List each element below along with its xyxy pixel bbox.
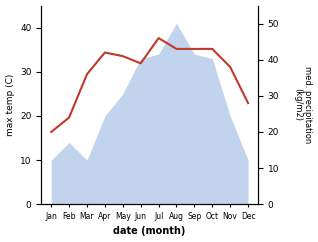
Y-axis label: max temp (C): max temp (C) — [5, 74, 15, 136]
X-axis label: date (month): date (month) — [114, 227, 186, 236]
Y-axis label: med. precipitation
(kg/m2): med. precipitation (kg/m2) — [293, 66, 313, 144]
